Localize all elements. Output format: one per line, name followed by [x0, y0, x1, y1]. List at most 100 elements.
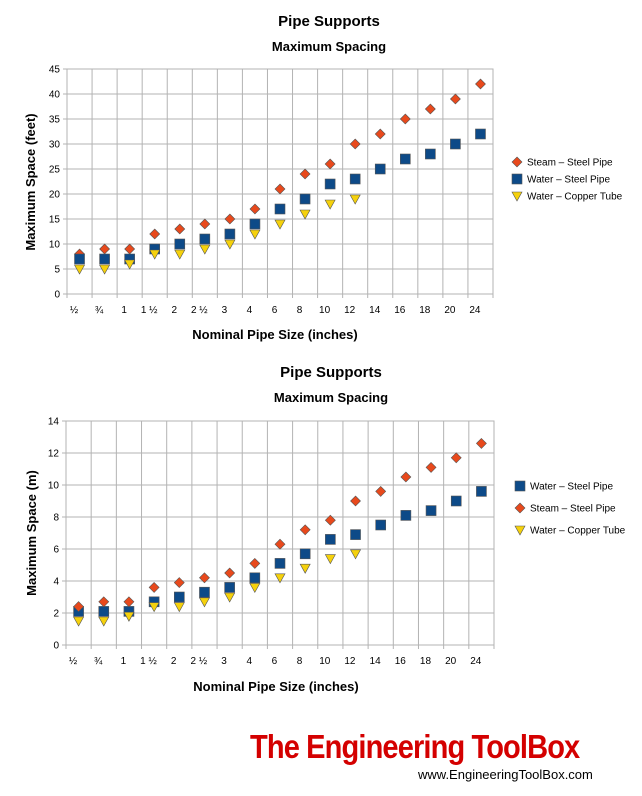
data-point	[123, 596, 135, 608]
data-point	[274, 183, 286, 195]
data-point	[249, 229, 261, 240]
y-tick-label: 30	[49, 140, 61, 151]
x-tick-label: 1	[121, 305, 127, 316]
brand-url[interactable]: www.EngineeringToolBox.com	[418, 767, 593, 782]
data-point	[425, 461, 437, 473]
data-point	[299, 193, 311, 205]
brand-logo-text: The Engineering ToolBox	[250, 728, 580, 765]
data-point	[98, 596, 110, 608]
data-point	[249, 218, 261, 230]
data-point	[325, 534, 336, 545]
data-point	[224, 228, 236, 240]
y-axis-title: Maximum Space (feet)	[23, 113, 38, 250]
data-point	[199, 244, 211, 255]
data-point	[450, 138, 461, 150]
x-tick-label: 14	[369, 305, 381, 316]
y-tick-label: 8	[53, 513, 59, 524]
data-point	[174, 238, 186, 250]
data-point	[324, 199, 336, 210]
x-tick-label: 20	[445, 656, 457, 667]
chart-subtitle: Maximum Spacing	[274, 390, 388, 405]
data-point	[299, 548, 311, 560]
x-tick-label: ½	[70, 305, 79, 316]
data-point	[349, 138, 361, 150]
x-tick-label: 24	[470, 656, 482, 667]
data-point	[399, 113, 411, 125]
y-tick-label: 6	[53, 545, 59, 556]
x-axis-title: Nominal Pipe Size (inches)	[193, 679, 358, 694]
data-point	[199, 586, 210, 598]
x-tick-label: 24	[469, 305, 481, 316]
y-tick-label: 35	[49, 115, 61, 126]
y-tick-label: 20	[49, 190, 61, 201]
data-point	[224, 239, 236, 250]
data-point	[350, 549, 362, 560]
data-point	[400, 471, 412, 483]
data-point	[199, 233, 211, 245]
data-point	[350, 529, 361, 540]
x-tick-label: 10	[319, 305, 331, 316]
data-point	[274, 203, 286, 215]
data-point	[199, 572, 210, 584]
data-point	[74, 264, 86, 275]
data-point	[425, 505, 437, 516]
data-point	[224, 213, 236, 225]
data-point	[299, 209, 311, 220]
data-point	[249, 557, 261, 569]
x-tick-label: 3	[222, 305, 228, 316]
data-point	[349, 194, 361, 205]
legend-label: Steam – Steel Pipe	[527, 158, 613, 169]
y-tick-label: 0	[54, 290, 60, 301]
data-point	[274, 538, 286, 550]
data-point	[123, 611, 135, 622]
x-tick-label: 20	[444, 305, 456, 316]
data-point	[274, 558, 286, 569]
legend-label: Water – Copper Tube	[527, 192, 623, 203]
legend-marker	[511, 191, 523, 202]
plot-area	[65, 420, 495, 646]
legend-marker	[514, 480, 526, 492]
data-point	[224, 567, 236, 579]
data-point	[350, 495, 361, 507]
data-point	[375, 485, 387, 497]
y-tick-label: 45	[49, 65, 61, 76]
y-tick-label: 10	[49, 240, 61, 251]
chart-title: Pipe Supports	[278, 13, 380, 30]
y-tick-label: 10	[48, 481, 60, 492]
x-tick-label: 2 ½	[191, 656, 208, 667]
data-point	[450, 452, 462, 464]
data-point	[148, 581, 160, 593]
x-tick-label: 1 ½	[141, 305, 158, 316]
legend-label: Steam – Steel Pipe	[530, 504, 616, 515]
legend-marker	[514, 525, 526, 536]
legend-marker	[511, 156, 523, 168]
y-tick-label: 40	[49, 90, 61, 101]
data-point	[249, 583, 261, 594]
data-point	[174, 249, 186, 260]
legend-label: Water – Copper Tube	[530, 526, 626, 537]
data-point	[299, 524, 311, 536]
x-tick-label: 6	[272, 656, 278, 667]
data-point	[73, 616, 85, 627]
data-point	[324, 514, 336, 526]
chart-meters: Pipe Supports Maximum Spacing 0246810121…	[24, 364, 626, 694]
data-point	[173, 577, 185, 589]
x-tick-label: 8	[297, 656, 303, 667]
data-point	[98, 606, 110, 617]
data-point	[173, 591, 185, 603]
x-tick-label: 10	[319, 656, 331, 667]
plot-area	[66, 68, 494, 295]
data-point	[73, 601, 85, 613]
data-point	[349, 173, 361, 185]
chart-subtitle: Maximum Spacing	[272, 39, 386, 54]
y-tick-label: 2	[53, 609, 59, 620]
data-point	[74, 253, 85, 265]
data-point	[99, 264, 111, 275]
x-tick-label: 18	[419, 305, 431, 316]
data-point	[425, 148, 436, 160]
x-tick-label: 6	[272, 305, 278, 316]
x-tick-label: 4	[246, 656, 252, 667]
y-tick-label: 4	[53, 577, 59, 588]
data-point	[324, 158, 336, 170]
data-point	[424, 103, 436, 115]
